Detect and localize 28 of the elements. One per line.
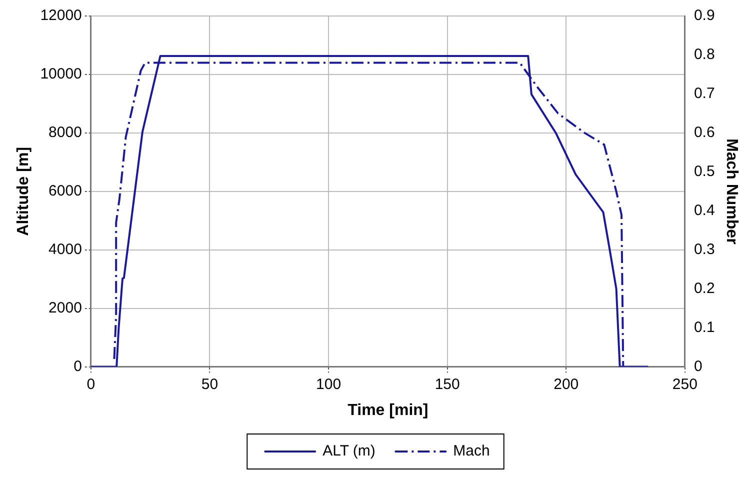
y2-tick-label: 0.8 — [694, 46, 715, 64]
y2-tick-label: 0.9 — [694, 7, 715, 24]
y2-tick-label: 0.3 — [694, 241, 715, 258]
y-tick-label: 10000 — [40, 66, 82, 83]
x-tick-label: 150 — [434, 376, 460, 393]
y2-tick-label: 0.5 — [694, 163, 715, 180]
y2-tick-label: 0.7 — [694, 85, 715, 102]
x-tick-label: 250 — [672, 376, 698, 393]
y2-tick-label: 0 — [694, 358, 702, 375]
y-tick-label: 4000 — [48, 241, 82, 258]
legend-label: ALT (m) — [322, 442, 376, 460]
x-tick-label: 50 — [201, 376, 218, 393]
y-tick-label: 12000 — [40, 7, 82, 24]
y2-tick-label: 0.4 — [694, 202, 715, 220]
y2-tick-label: 0.1 — [694, 318, 715, 336]
y-tick-label: 6000 — [48, 182, 82, 200]
x-axis-title: Time [min] — [348, 402, 428, 419]
x-tick-label: 100 — [316, 376, 342, 393]
y-tick-label: 8000 — [48, 124, 82, 142]
y-tick-label: 0 — [74, 358, 82, 375]
x-tick-label: 200 — [554, 376, 579, 393]
y2-axis-title: Mach Number — [722, 138, 740, 244]
y2-tick-label: 0.2 — [694, 280, 715, 297]
y2-tick-label: 0.6 — [694, 124, 715, 142]
x-tick-label: 0 — [86, 376, 96, 393]
y-axis-title: Altitude [m] — [15, 146, 32, 236]
legend-label: Mach — [453, 442, 490, 460]
y-tick-label: 2000 — [48, 299, 82, 316]
